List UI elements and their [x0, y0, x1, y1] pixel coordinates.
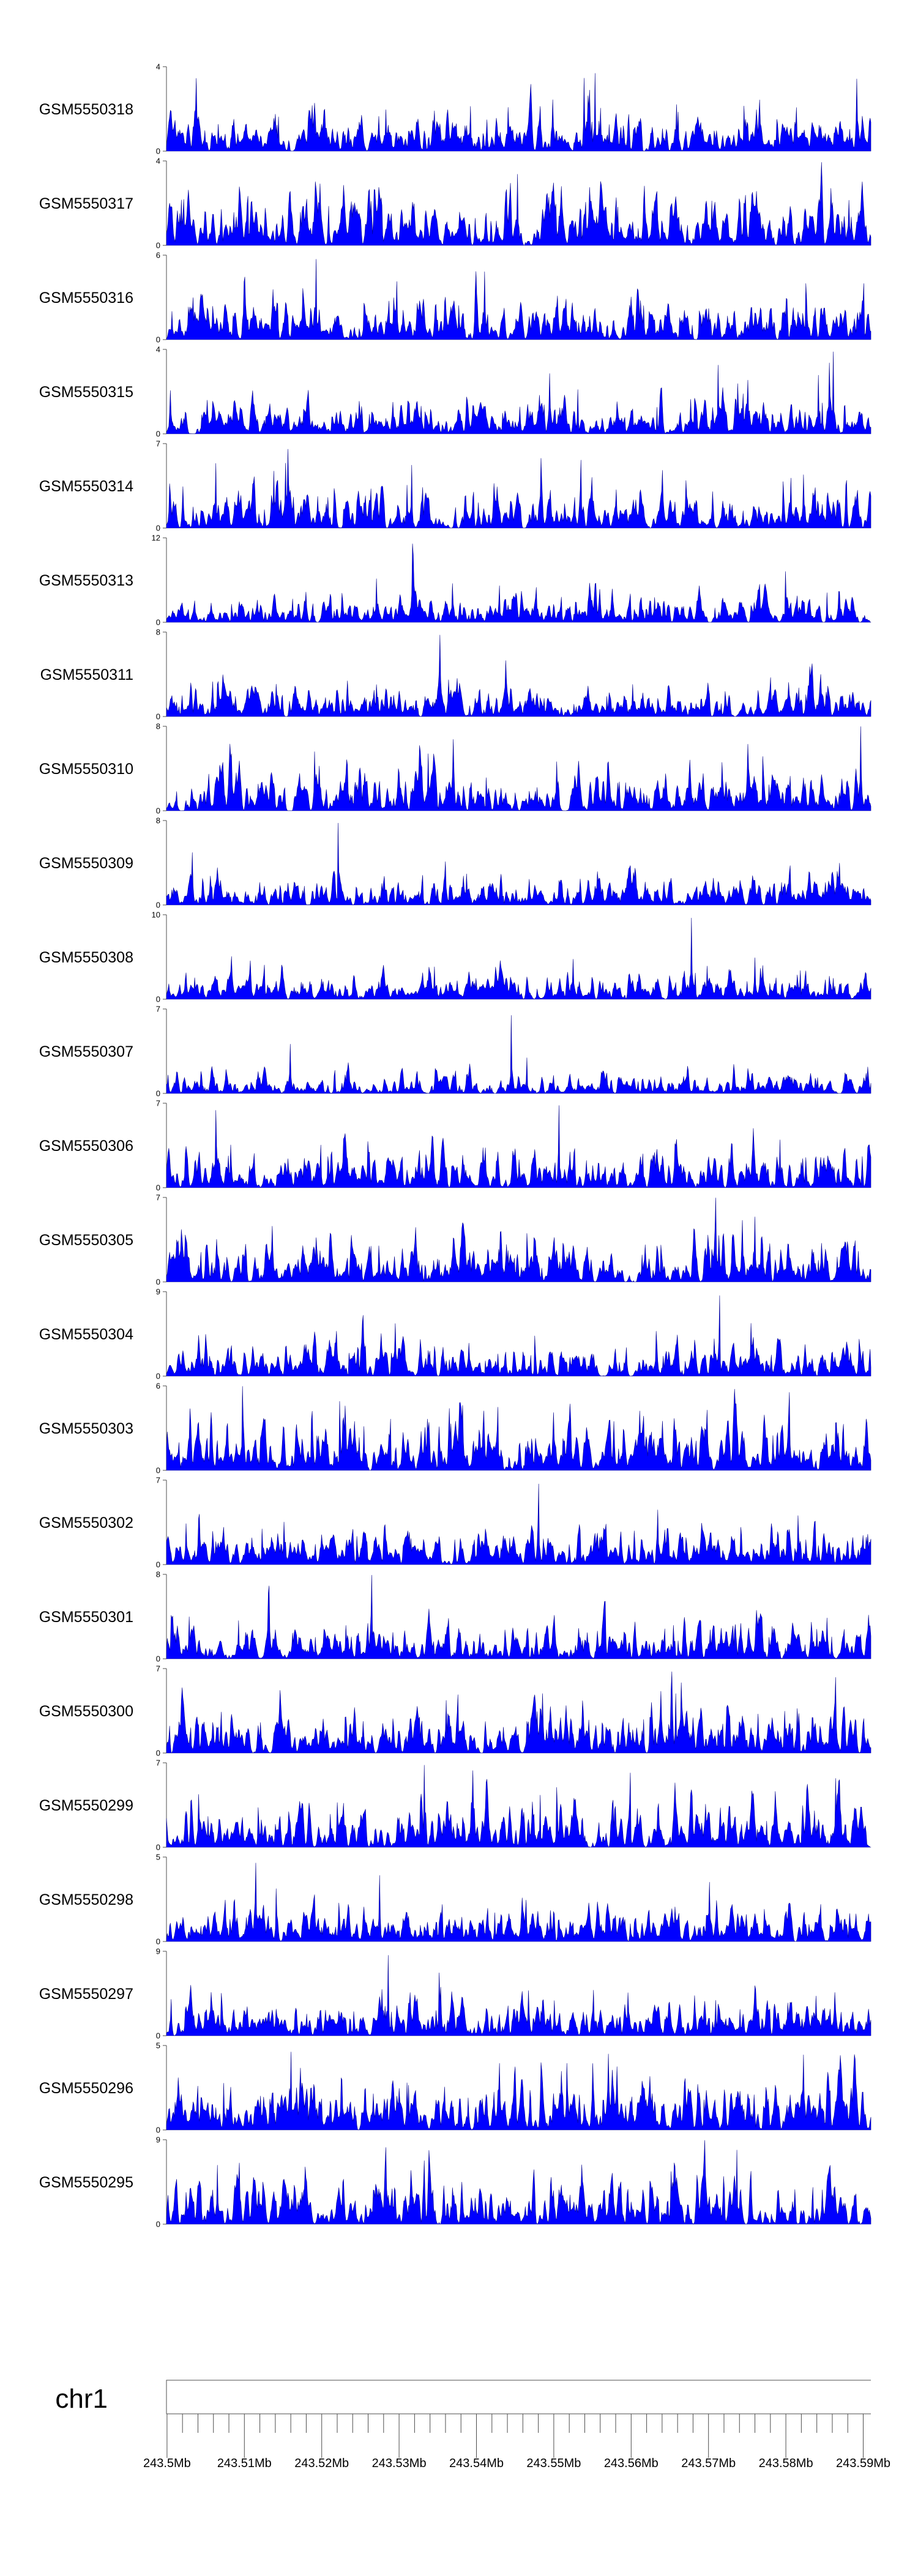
svg-text:7: 7	[156, 439, 160, 449]
svg-text:243.5Mb: 243.5Mb	[143, 2457, 191, 2470]
svg-text:0: 0	[156, 1560, 160, 1569]
svg-text:GSM5550297: GSM5550297	[39, 1986, 133, 2003]
svg-text:243.59Mb: 243.59Mb	[836, 2457, 890, 2470]
svg-text:0: 0	[156, 1655, 160, 1664]
svg-text:0: 0	[156, 712, 160, 721]
svg-text:243.53Mb: 243.53Mb	[372, 2457, 427, 2470]
svg-text:243.57Mb: 243.57Mb	[681, 2457, 736, 2470]
svg-text:0: 0	[156, 430, 160, 439]
svg-text:7: 7	[156, 1099, 160, 1108]
svg-text:0: 0	[156, 524, 160, 533]
svg-text:0: 0	[156, 995, 160, 1004]
svg-text:0: 0	[156, 1278, 160, 1287]
svg-text:0: 0	[156, 1749, 160, 1758]
svg-text:GSM5550295: GSM5550295	[39, 2174, 133, 2191]
svg-text:GSM5550311: GSM5550311	[40, 666, 133, 683]
svg-text:GSM5550300: GSM5550300	[39, 1703, 133, 1720]
svg-text:GSM5550317: GSM5550317	[39, 195, 133, 212]
svg-text:9: 9	[156, 2135, 160, 2145]
svg-text:7: 7	[156, 1476, 160, 1485]
svg-text:GSM5550303: GSM5550303	[39, 1420, 133, 1437]
svg-text:4: 4	[156, 345, 160, 354]
svg-text:GSM5550306: GSM5550306	[39, 1137, 133, 1155]
svg-text:GSM5550305: GSM5550305	[39, 1232, 133, 1249]
svg-text:GSM5550304: GSM5550304	[39, 1326, 133, 1343]
svg-text:GSM5550296: GSM5550296	[39, 2080, 133, 2097]
svg-text:0: 0	[156, 1089, 160, 1098]
svg-text:7: 7	[156, 1005, 160, 1014]
svg-text:4: 4	[156, 62, 160, 72]
svg-text:GSM5550315: GSM5550315	[39, 384, 133, 401]
svg-text:GSM5550298: GSM5550298	[39, 1891, 133, 1908]
svg-text:GSM5550299: GSM5550299	[39, 1797, 133, 1814]
svg-text:8: 8	[156, 722, 160, 731]
svg-text:0: 0	[156, 806, 160, 816]
svg-text:9: 9	[156, 1947, 160, 1956]
svg-text:4: 4	[156, 157, 160, 166]
svg-text:0: 0	[156, 2126, 160, 2135]
svg-text:243.55Mb: 243.55Mb	[526, 2457, 581, 2470]
svg-text:GSM5550314: GSM5550314	[39, 478, 133, 495]
svg-text:0: 0	[156, 1937, 160, 1946]
svg-text:7: 7	[156, 1664, 160, 1673]
svg-text:chr1: chr1	[55, 2384, 108, 2414]
svg-text:12: 12	[152, 534, 160, 543]
svg-text:0: 0	[156, 2031, 160, 2041]
svg-text:5: 5	[156, 1853, 160, 1862]
svg-text:GSM5550301: GSM5550301	[39, 1609, 133, 1626]
svg-text:GSM5550316: GSM5550316	[39, 289, 133, 307]
svg-text:GSM5550313: GSM5550313	[39, 572, 133, 589]
svg-text:0: 0	[156, 1183, 160, 1193]
svg-text:7: 7	[156, 1759, 160, 1768]
svg-text:243.52Mb: 243.52Mb	[294, 2457, 349, 2470]
svg-text:6: 6	[156, 251, 160, 260]
svg-text:0: 0	[156, 2220, 160, 2229]
svg-text:243.56Mb: 243.56Mb	[604, 2457, 659, 2470]
svg-text:GSM5550302: GSM5550302	[39, 1514, 133, 1532]
svg-text:10: 10	[152, 910, 160, 920]
svg-text:7: 7	[156, 1193, 160, 1202]
svg-text:0: 0	[156, 618, 160, 627]
svg-text:243.54Mb: 243.54Mb	[449, 2457, 504, 2470]
svg-text:GSM5550310: GSM5550310	[39, 761, 133, 778]
svg-text:5: 5	[156, 2041, 160, 2050]
svg-text:8: 8	[156, 1570, 160, 1579]
svg-text:0: 0	[156, 241, 160, 250]
svg-text:0: 0	[156, 901, 160, 910]
svg-text:0: 0	[156, 1466, 160, 1475]
svg-text:8: 8	[156, 628, 160, 637]
svg-text:0: 0	[156, 335, 160, 344]
svg-text:0: 0	[156, 1372, 160, 1381]
svg-text:0: 0	[156, 1843, 160, 1852]
svg-text:GSM5550308: GSM5550308	[39, 949, 133, 966]
svg-text:243.58Mb: 243.58Mb	[759, 2457, 813, 2470]
svg-text:0: 0	[156, 147, 160, 156]
svg-text:243.51Mb: 243.51Mb	[217, 2457, 272, 2470]
svg-text:GSM5550307: GSM5550307	[39, 1043, 133, 1060]
svg-text:6: 6	[156, 1382, 160, 1391]
svg-text:8: 8	[156, 816, 160, 825]
svg-text:9: 9	[156, 1287, 160, 1297]
svg-text:GSM5550309: GSM5550309	[39, 855, 133, 872]
svg-text:GSM5550318: GSM5550318	[39, 101, 133, 118]
